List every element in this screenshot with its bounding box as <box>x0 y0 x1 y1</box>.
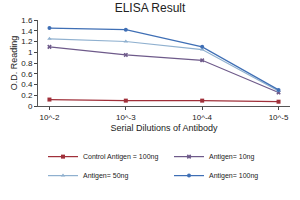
svg-text:10^-5: 10^-5 <box>269 113 289 122</box>
svg-text:Antigen= 100ng: Antigen= 100ng <box>209 172 258 180</box>
svg-text:0.4: 0.4 <box>21 80 33 89</box>
svg-text:Antigen= 50ng: Antigen= 50ng <box>83 172 128 180</box>
svg-text:1: 1 <box>28 48 33 57</box>
svg-text:Control Antigen = 100ng: Control Antigen = 100ng <box>83 153 158 161</box>
svg-text:1.2: 1.2 <box>21 37 33 46</box>
svg-text:0.8: 0.8 <box>21 59 33 68</box>
svg-text:Serial Dilutions of Antibody: Serial Dilutions of Antibody <box>110 123 218 133</box>
svg-text:10^-4: 10^-4 <box>192 113 212 122</box>
svg-text:1.6: 1.6 <box>21 16 33 25</box>
svg-text:10^-3: 10^-3 <box>116 113 136 122</box>
svg-text:1.4: 1.4 <box>21 27 33 36</box>
svg-text:ELISA Result: ELISA Result <box>115 1 186 15</box>
svg-text:Antigen= 10ng: Antigen= 10ng <box>209 153 254 161</box>
svg-text:O.D. Reading: O.D. Reading <box>9 36 19 91</box>
svg-text:0.6: 0.6 <box>21 70 33 79</box>
svg-text:0: 0 <box>28 102 33 111</box>
svg-text:0.2: 0.2 <box>21 91 33 100</box>
svg-text:10^-2: 10^-2 <box>40 113 60 122</box>
